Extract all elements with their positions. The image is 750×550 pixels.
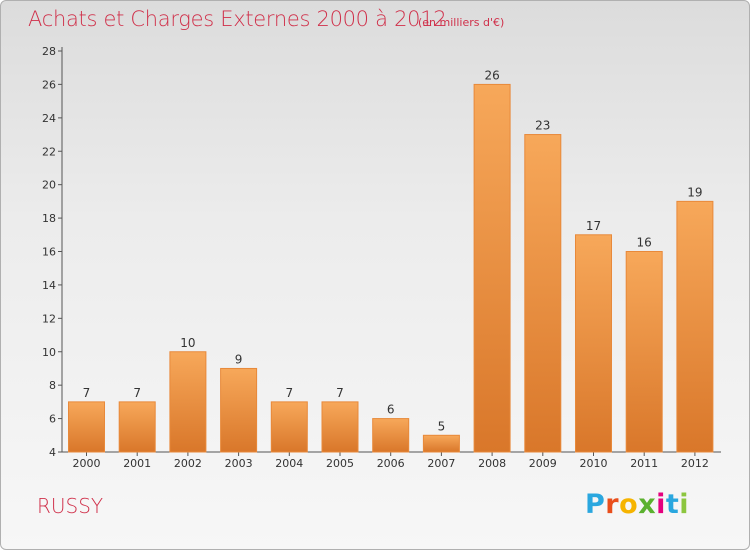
x-tick-label: 2004 [275, 457, 303, 470]
x-tick-label: 2012 [681, 457, 709, 470]
bar-2011[interactable] [625, 251, 663, 453]
x-tick-label: 2005 [326, 457, 354, 470]
chart-axes: 4 6 8 10 12 14 16 18 20 22 24 26 28 2000 2001 2002 2003 2… [42, 45, 721, 470]
bar-value-label: 19 [687, 185, 702, 199]
bar-2010[interactable] [575, 234, 612, 453]
bar-value-label: 26 [484, 68, 499, 82]
x-tick-label: 2007 [427, 457, 455, 470]
commune-name: RUSSY [37, 494, 104, 518]
bar-2007[interactable] [422, 434, 460, 453]
bar-value-label: 7 [285, 386, 293, 400]
bar-2008[interactable] [473, 83, 511, 453]
logo-letter: i [656, 489, 666, 520]
proxiti-logo[interactable]: Proxiti [585, 489, 689, 520]
y-tick-label: 22 [42, 145, 56, 158]
bar-2006[interactable] [372, 418, 410, 453]
y-tick-label: 26 [42, 78, 56, 91]
bar-value-label: 7 [83, 386, 91, 400]
x-tick-label: 2006 [377, 457, 405, 470]
x-tick-label: 2001 [123, 457, 151, 470]
y-tick-label: 6 [49, 413, 56, 426]
y-tick-label: 24 [42, 112, 56, 125]
logo-letter: o [619, 489, 639, 520]
chart-title: Achats et Charges Externes 2000 à 2012 [28, 7, 447, 31]
bar-2005[interactable] [321, 401, 359, 453]
chart-bars: 7 7 10 9 7 7 6 5 26 23 17 16 19 [68, 68, 714, 453]
bar-2001[interactable] [118, 401, 156, 453]
bar-2012[interactable] [676, 200, 714, 453]
bar-2004[interactable] [270, 401, 308, 453]
bar-value-label: 5 [438, 419, 446, 433]
y-tick-label: 4 [49, 446, 56, 459]
x-tick-label: 2009 [529, 457, 557, 470]
y-tick-label: 14 [42, 279, 56, 292]
x-tick-label: 2002 [174, 457, 202, 470]
logo-letter: i [679, 489, 690, 520]
bar-value-label: 23 [535, 119, 550, 133]
bar-2000[interactable] [68, 401, 105, 453]
bar-value-label: 9 [235, 352, 243, 366]
bar-value-label: 7 [133, 386, 141, 400]
logo-letter: t [665, 489, 680, 520]
y-tick-label: 10 [42, 346, 56, 359]
y-tick-label: 16 [42, 246, 56, 259]
x-tick-label: 2011 [630, 457, 658, 470]
logo-letter: r [605, 489, 620, 520]
bar-value-label: 17 [586, 219, 601, 233]
logo-letter: x [638, 489, 657, 520]
y-tick-label: 8 [49, 379, 56, 392]
y-tick-label: 18 [42, 212, 56, 225]
bar-value-label: 6 [387, 403, 395, 417]
logo-letter: P [585, 489, 606, 520]
bar-value-label: 10 [180, 336, 195, 350]
y-tick-label: 12 [42, 312, 56, 325]
bar-value-label: 7 [336, 386, 344, 400]
x-tick-label: 2008 [478, 457, 506, 470]
bar-2003[interactable] [220, 367, 258, 453]
bar-value-label: 16 [637, 236, 652, 250]
x-tick-label: 2003 [225, 457, 253, 470]
bar-2009[interactable] [524, 134, 562, 453]
x-tick-label: 2000 [73, 457, 101, 470]
y-tick-label: 20 [42, 179, 56, 192]
bar-2002[interactable] [169, 351, 207, 453]
y-tick-label: 28 [42, 45, 56, 58]
chart-subtitle: (en milliers d'€) [418, 16, 505, 29]
x-tick-label: 2010 [580, 457, 608, 470]
